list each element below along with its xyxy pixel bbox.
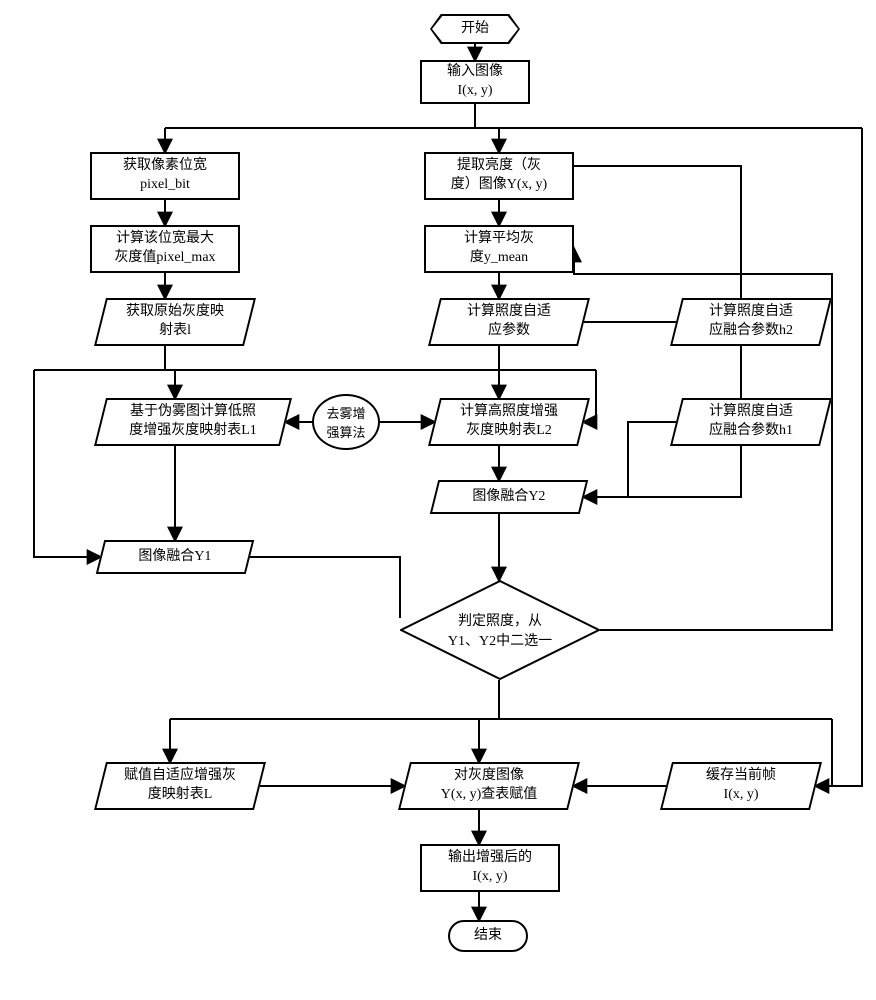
edge: [250, 557, 400, 618]
lookup-label: 对灰度图像 Y(x, y)查表赋值: [412, 767, 566, 805]
h1-label: 计算照度自适 应融合参数h1: [684, 403, 818, 441]
edge: [34, 370, 100, 557]
edge: [628, 422, 676, 497]
highL2-label: 计算高照度增强 灰度映射表L2: [442, 403, 576, 441]
node-end: 结束: [448, 920, 528, 952]
node-pixbit: 获取像素位宽 pixel_bit: [90, 152, 240, 200]
flowchart-canvas: 开始输入图像 I(x, y) 获取像素位宽 pixel_bit 计算该位宽最大 灰度…: [0, 0, 876, 1000]
fuseY2-label: 图像融合Y2: [442, 488, 576, 507]
node-lookup: 对灰度图像 Y(x, y)查表赋值: [398, 762, 580, 810]
node-output: 输出增强后的 I(x, y): [420, 844, 560, 892]
mapL-label: 赋值自适应增强灰 度映射表L: [108, 767, 252, 805]
edge: [574, 166, 741, 298]
origmap-label: 获取原始灰度映 射表l: [108, 303, 242, 341]
node-ymean: 计算平均灰 度y_mean: [424, 225, 574, 273]
node-decide: 判定照度，从 Y1、Y2中二选一: [400, 580, 600, 680]
node-fuseY2: 图像融合Y2: [430, 480, 588, 514]
node-lowL1: 基于伪雾图计算低照 度增强灰度映射表L1: [94, 398, 292, 446]
fuseY1-label: 图像融合Y1: [108, 548, 242, 567]
node-cache: 缓存当前帧 I(x, y): [660, 762, 822, 810]
node-pixmax: 计算该位宽最大 灰度值pixel_max: [90, 225, 240, 273]
edge: [816, 128, 862, 786]
node-defog: 去雾增 强算法: [312, 394, 380, 450]
node-input: 输入图像 I(x, y): [420, 60, 530, 104]
lowL1-label: 基于伪雾图计算低照 度增强灰度映射表L1: [108, 403, 278, 441]
node-fuseY1: 图像融合Y1: [96, 540, 254, 574]
node-origmap: 获取原始灰度映 射表l: [94, 298, 256, 346]
node-mapL: 赋值自适应增强灰 度映射表L: [94, 762, 266, 810]
illparam-label: 计算照度自适 应参数: [442, 303, 576, 341]
start-label: 开始: [432, 16, 518, 42]
node-extractY: 提取亮度（灰 度）图像Y(x, y): [424, 152, 574, 200]
decide-label: 判定照度，从 Y1、Y2中二选一: [400, 580, 600, 680]
node-start: 开始: [430, 14, 520, 44]
node-illparam: 计算照度自适 应参数: [428, 298, 590, 346]
edge: [584, 446, 741, 497]
node-h1: 计算照度自适 应融合参数h1: [670, 398, 832, 446]
h2-label: 计算照度自适 应融合参数h2: [684, 303, 818, 341]
cache-label: 缓存当前帧 I(x, y): [674, 767, 808, 805]
node-highL2: 计算高照度增强 灰度映射表L2: [428, 398, 590, 446]
node-h2: 计算照度自适 应融合参数h2: [670, 298, 832, 346]
